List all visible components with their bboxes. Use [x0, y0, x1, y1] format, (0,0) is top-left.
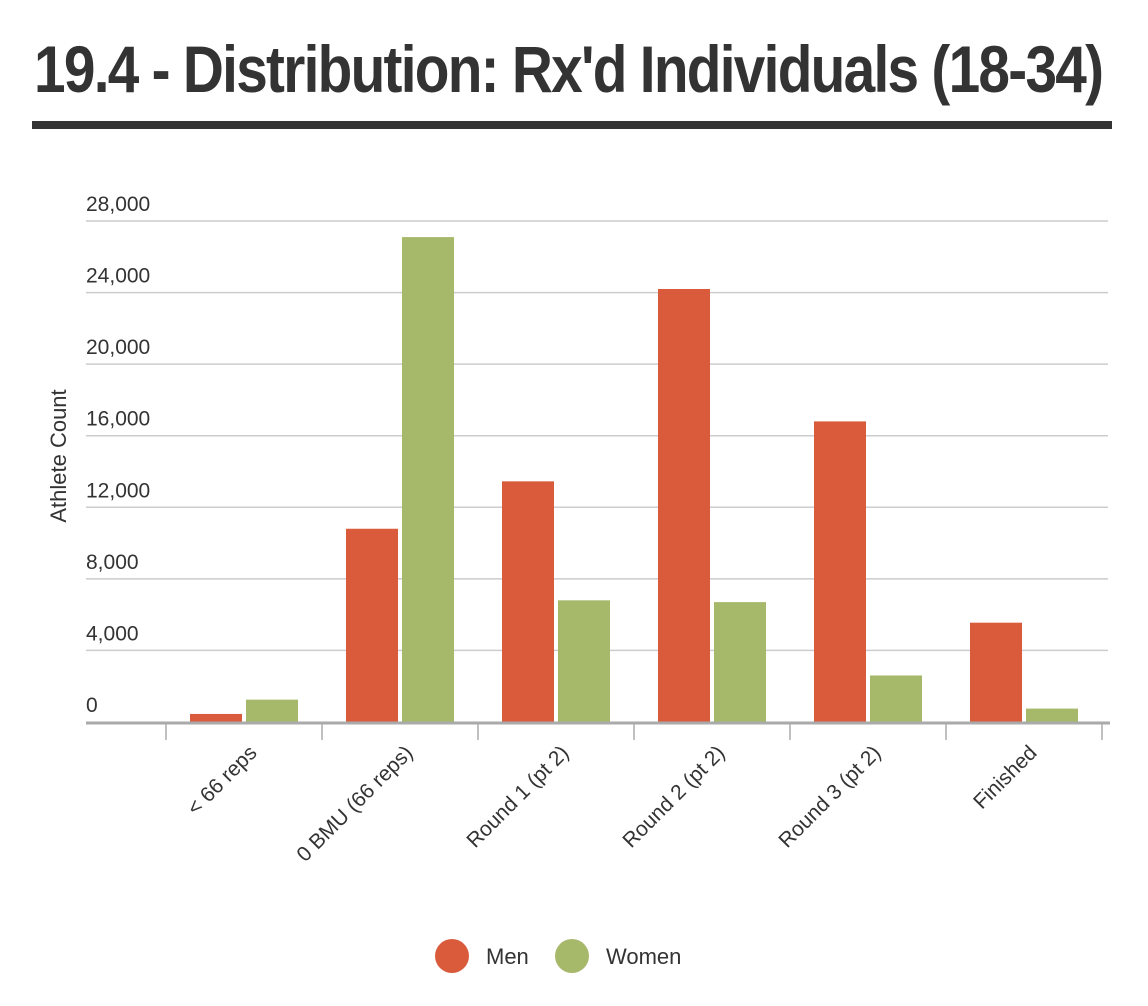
legend[interactable]: Men Women [435, 939, 681, 973]
gridlines [86, 220, 1108, 652]
y-axis-title: Athlete Count [46, 389, 71, 522]
x-tick-label: Round 3 (pt 2) [774, 741, 885, 852]
bar-women-4[interactable] [870, 675, 922, 722]
y-tick-label: 16,000 [86, 408, 150, 431]
y-tick-label: 20,000 [86, 336, 150, 359]
x-tick-label: 0 BMU (66 reps) [292, 741, 417, 866]
bars [190, 237, 1078, 722]
x-tick-label: < 66 reps [183, 741, 262, 820]
bar-women-1[interactable] [402, 237, 454, 722]
title-rule [32, 121, 1112, 129]
bar-women-0[interactable] [246, 699, 298, 722]
chart-title: 19.4 - Distribution: Rx'd Individuals (1… [34, 32, 1104, 106]
bar-men-1[interactable] [346, 528, 398, 722]
bar-men-3[interactable] [658, 288, 710, 722]
bar-men-0[interactable] [190, 713, 242, 722]
y-tick-label: 0 [86, 694, 98, 717]
legend-label-women[interactable]: Women [606, 944, 681, 969]
bar-men-2[interactable] [502, 481, 554, 722]
legend-swatch-men[interactable] [435, 939, 469, 973]
x-axis [86, 721, 1110, 740]
bar-women-3[interactable] [714, 602, 766, 722]
y-axis-tick-labels: 0 4,000 8,000 12,000 16,000 20,000 24,000 28,00… [86, 193, 150, 717]
bar-men-4[interactable] [814, 421, 866, 722]
legend-label-men[interactable]: Men [486, 944, 529, 969]
bar-women-5[interactable] [1026, 708, 1078, 722]
y-tick-label: 4,000 [86, 622, 139, 645]
bar-men-5[interactable] [970, 622, 1022, 722]
y-tick-label: 24,000 [86, 265, 150, 288]
bar-women-2[interactable] [558, 600, 610, 722]
x-tick-label: Round 1 (pt 2) [462, 741, 573, 852]
y-tick-label: 12,000 [86, 479, 150, 502]
y-tick-label: 8,000 [86, 551, 139, 574]
x-tick-label: Finished [969, 741, 1041, 813]
x-tick-label: Round 2 (pt 2) [618, 741, 729, 852]
legend-swatch-women[interactable] [555, 939, 589, 973]
y-tick-label: 28,000 [86, 193, 150, 216]
x-axis-tick-labels: < 66 reps 0 BMU (66 reps) Round 1 (pt 2) Ro… [183, 741, 1042, 866]
